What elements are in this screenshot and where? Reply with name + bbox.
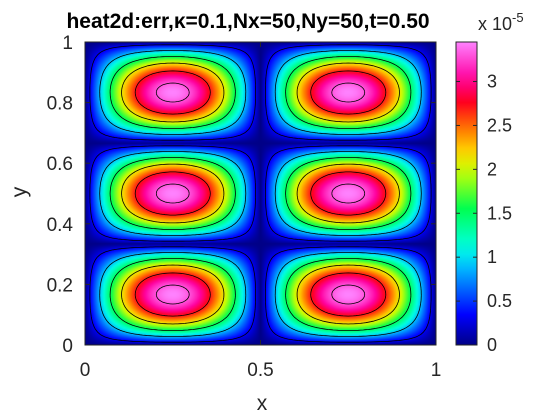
contour-line (89, 44, 432, 343)
x-tick-label: 0 (80, 360, 91, 381)
y-tick-label: 1 (62, 33, 73, 54)
x-tick-label: 0.5 (247, 360, 273, 381)
colorbar-exponent: x 10-5 (478, 10, 524, 34)
contour-line (134, 70, 387, 317)
y-axis: 0 0.2 0.4 0.6 0.8 1 (47, 33, 436, 357)
colorbar-tick-label: 1.5 (487, 203, 512, 223)
contour-line (155, 82, 366, 305)
y-axis-label: y (8, 186, 31, 197)
colorbar-tick-label: 2 (487, 159, 497, 179)
chart-title: heat2d:err,κ=0.1,Nx=50,Ny=50,t=0.50 (66, 10, 429, 33)
colorbar-tick-label: 2.5 (487, 115, 512, 135)
colorbar-tick-label: 0.5 (487, 291, 512, 311)
x-axis: 0 0.5 1 (80, 42, 442, 381)
colorbar-ticks: 0 0.5 1 1.5 2 2.5 3 (456, 72, 512, 355)
colorbar: 0 0.5 1 1.5 2 2.5 3 x 10-5 (455, 10, 524, 355)
heatmap-image (85, 42, 436, 345)
contour-lines (89, 44, 432, 343)
y-tick-label: 0.6 (47, 154, 73, 175)
x-axis-label: x (257, 392, 268, 415)
y-tick-label: 0.4 (47, 215, 74, 236)
colorbar-tick-label: 1 (487, 247, 497, 267)
y-tick-label: 0.2 (47, 275, 73, 296)
contour-line (109, 56, 412, 331)
colorbar-tick-label: 3 (487, 72, 497, 92)
x-tick-label: 1 (431, 360, 442, 381)
colorbar-gradient (456, 42, 477, 345)
contour-line (99, 50, 422, 337)
contour-line (121, 62, 400, 325)
y-tick-label: 0.8 (47, 94, 73, 115)
plot-area (84, 41, 437, 346)
colorbar-frame (455, 41, 478, 346)
colorbar-tick-label: 0 (487, 335, 497, 355)
y-tick-label: 0 (62, 336, 73, 357)
